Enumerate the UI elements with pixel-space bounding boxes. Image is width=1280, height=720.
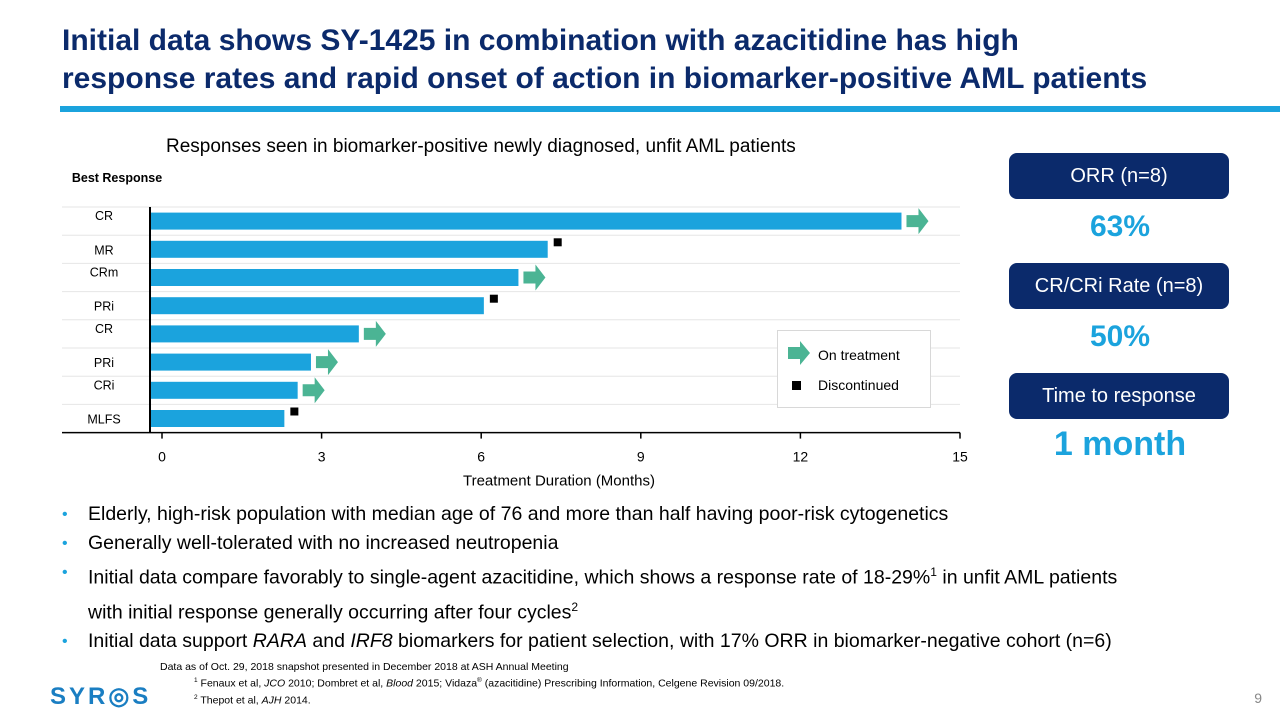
legend-discontinued: Discontinued	[818, 377, 899, 393]
bullet-item: • Initial data compare favorably to sing…	[62, 558, 1262, 627]
kpi-crcri-value: 50%	[1089, 320, 1151, 353]
bullet-dot: •	[62, 564, 68, 581]
x-tick-label: 0	[158, 449, 166, 465]
bar	[151, 325, 359, 343]
category-label: CR	[95, 322, 113, 336]
page-number: 9	[1254, 690, 1262, 706]
biomarker-rara: RARA	[252, 630, 307, 652]
bar	[151, 269, 519, 286]
footnotes: Data as of Oct. 29, 2018 snapshot presen…	[160, 660, 784, 707]
bar	[151, 381, 298, 399]
category-label: PRi	[94, 300, 114, 314]
category-label: MR	[94, 243, 113, 257]
bullet-item: • Elderly, high-risk population with med…	[62, 500, 1262, 529]
discontinued-square-icon	[553, 238, 562, 247]
bar	[151, 353, 311, 371]
kpi-time-value: 1 month	[1053, 425, 1187, 463]
bullet-text: Elderly, high-risk population with media…	[88, 503, 949, 525]
category-label: PRi	[94, 356, 114, 370]
fn-journal: AJH	[261, 694, 282, 706]
fn-text: 2014.	[281, 694, 311, 706]
biomarker-irf8: IRF8	[350, 630, 393, 652]
x-tick-label: 15	[952, 449, 968, 465]
discontinued-square-icon	[290, 407, 299, 416]
fn-text: Thepot et al,	[197, 694, 262, 706]
footnote-2: 2 Thepot et al, AJH 2014.	[160, 691, 784, 708]
bar	[151, 410, 285, 427]
category-label: MLFS	[87, 413, 120, 427]
slide-title: Initial data shows SY-1425 in combinatio…	[62, 22, 1262, 98]
fn-sup: 1	[194, 677, 198, 684]
chart-title: Responses seen in biomarker-positive new…	[166, 136, 796, 157]
fn-text: 2015; Vidaza	[413, 677, 478, 690]
bullet-text: and	[306, 630, 351, 652]
fn-reg: ®	[477, 677, 482, 684]
on-treatment-arrow-icon	[906, 208, 929, 235]
bullet-text: Initial data compare favorably to single…	[88, 566, 931, 589]
data-note: Data as of Oct. 29, 2018 snapshot presen…	[160, 661, 569, 673]
legend-square-icon	[792, 381, 801, 390]
bar	[151, 240, 548, 258]
x-tick-label: 3	[318, 449, 326, 465]
bullet-text: Generally well-tolerated with no increas…	[88, 532, 559, 554]
syros-logo: SYR◎S	[50, 683, 152, 710]
discontinued-square-icon	[489, 294, 498, 303]
fn-journal: JCO	[264, 677, 286, 690]
title-line-1: Initial data shows SY-1425 in combinatio…	[62, 24, 1019, 57]
x-tick-label: 12	[793, 449, 809, 465]
fn-text: 2010; Dombret et al,	[285, 677, 387, 690]
category-label: CRm	[90, 266, 118, 280]
fn-sup: 2	[194, 693, 198, 701]
on-treatment-arrow-icon	[315, 349, 338, 376]
bar	[151, 212, 902, 230]
category-label: CR	[95, 209, 113, 223]
bullet-dot: •	[62, 506, 68, 523]
title-rule	[60, 106, 1280, 112]
fn-journal: Blood	[386, 677, 414, 690]
row-header: Best Response	[71, 171, 163, 185]
kpi-time-label: Time to response	[1009, 373, 1229, 419]
legend-box: On treatment Discontinued	[777, 330, 931, 408]
kpi-orr-label: ORR (n=8)	[1009, 153, 1229, 199]
x-tick-label: 6	[477, 449, 485, 465]
fn-text: Fenaux et al,	[197, 677, 265, 690]
legend-on-treatment: On treatment	[818, 347, 900, 363]
bullet-text: in unfit AML patients	[936, 566, 1118, 589]
citation-sup: 2	[571, 599, 579, 614]
on-treatment-arrow-icon	[363, 320, 386, 347]
bar	[151, 297, 484, 315]
kpi-crcri-label: CR/CRi Rate (n=8)	[1009, 263, 1229, 309]
legend-arrow-icon	[788, 341, 810, 365]
citation-sup: 1	[930, 565, 937, 579]
category-label: CRi	[94, 378, 115, 392]
x-tick-label: 9	[637, 449, 645, 465]
on-treatment-arrow-icon	[302, 377, 325, 404]
bullet-text: biomarkers for patient selection, with 1…	[392, 630, 1112, 652]
on-treatment-arrow-icon	[523, 264, 546, 291]
bullet-text: Initial data support	[88, 630, 253, 652]
bullet-item: • Generally well-tolerated with no incre…	[62, 529, 1262, 558]
fn-text: (azacitidine) Prescribing Information, C…	[481, 677, 785, 690]
bullet-dot: •	[62, 535, 68, 552]
bullet-text: with initial response generally occurrin…	[88, 601, 572, 623]
x-axis-label: Treatment Duration (Months)	[463, 473, 655, 490]
kpi-orr-value: 63%	[1089, 210, 1151, 243]
bullet-dot: •	[62, 633, 68, 650]
bullet-item: • Initial data support RARA and IRF8 bio…	[62, 627, 1262, 656]
footnote-1: 1 Fenaux et al, JCO 2010; Dombret et al,…	[160, 674, 784, 691]
title-line-2: response rates and rapid onset of action…	[62, 62, 1148, 95]
bullet-list: • Elderly, high-risk population with med…	[62, 500, 1262, 656]
